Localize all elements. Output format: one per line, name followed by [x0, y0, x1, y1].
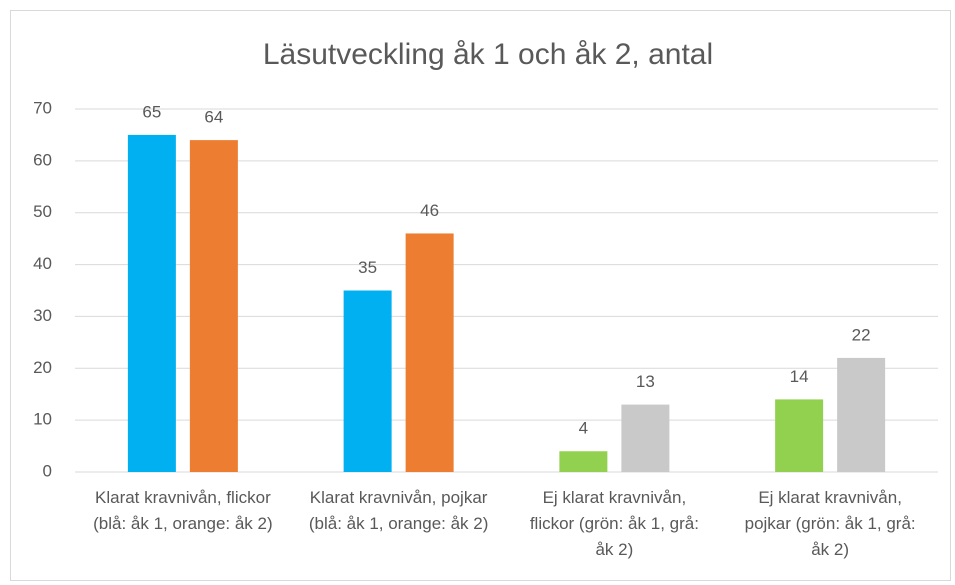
bar: [405, 233, 454, 472]
x-tick-label: Ej klarat kravnivån, flickor (grön: åk 1…: [529, 488, 699, 559]
data-label: 13: [636, 372, 655, 391]
bar: [621, 404, 670, 472]
y-tick-label: 70: [33, 98, 52, 117]
y-tick-label: 50: [33, 202, 52, 221]
y-tick-label: 0: [43, 461, 52, 480]
y-tick-label: 30: [33, 306, 52, 325]
bar: [837, 357, 886, 472]
y-tick-label: 40: [33, 254, 52, 273]
bar: [343, 290, 392, 472]
y-tick-label: 60: [33, 150, 52, 169]
data-label: 65: [142, 102, 161, 121]
y-tick-label: 10: [33, 410, 52, 429]
data-label: 35: [358, 258, 377, 277]
chart-title: Läsutveckling åk 1 och åk 2, antal: [263, 38, 713, 71]
bar: [127, 134, 176, 472]
x-tick-label: Klarat kravnivån, pojkar (blå: åk 1, ora…: [308, 488, 489, 533]
data-label: 4: [579, 419, 588, 438]
bar: [189, 140, 238, 472]
x-tick-label: Klarat kravnivån, flickor (blå: åk 1, or…: [93, 488, 273, 533]
bar: [775, 399, 824, 472]
y-tick-label: 20: [33, 358, 52, 377]
x-tick-label: Ej klarat kravnivån, pojkar (grön: åk 1,…: [744, 488, 916, 559]
data-label: 64: [204, 108, 223, 127]
bar: [559, 451, 608, 472]
data-label: 14: [790, 367, 809, 386]
data-label: 22: [852, 325, 871, 344]
data-label: 46: [420, 201, 439, 220]
